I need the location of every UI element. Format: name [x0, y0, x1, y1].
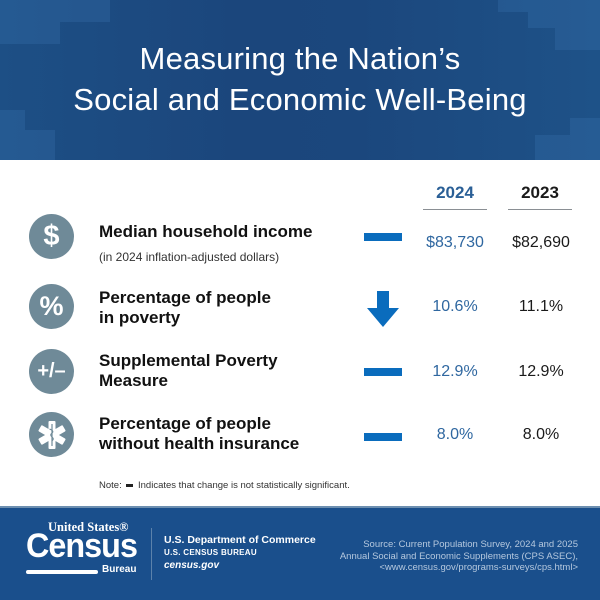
no-change-indicator — [364, 353, 402, 391]
decorative-step — [570, 118, 600, 160]
dept-name: U.S. Department of Commerce — [164, 534, 316, 546]
decorative-step — [25, 130, 55, 160]
logo-census: Census — [26, 527, 138, 565]
logo-bureau: Bureau — [102, 564, 137, 575]
footer-divider — [151, 528, 152, 580]
no-change-indicator — [364, 418, 402, 456]
row-median-income: $ Median household income (in 2024 infla… — [0, 212, 600, 274]
value-2024: $83,730 — [426, 234, 484, 251]
value-2023: 11.1% — [518, 298, 564, 315]
row-poverty: % Percentage of people in poverty 10.6% … — [0, 282, 600, 344]
note-text: Indicates that change is not statistical… — [138, 480, 350, 491]
logo-united-states: United States® — [48, 520, 129, 534]
source-citation: Source: Current Population Survey, 2024 … — [340, 539, 578, 574]
row-label-text: Percentage of people — [99, 288, 271, 307]
decrease-indicator — [364, 290, 402, 328]
row-health-insurance: Percentage of people without health insu… — [0, 410, 600, 472]
row-label: Percentage of people in poverty — [99, 288, 271, 328]
row-label-text: in poverty — [99, 308, 181, 327]
value-2024: 12.9% — [432, 363, 478, 380]
department-info: U.S. Department of Commerce U.S. CENSUS … — [164, 533, 316, 573]
website-link[interactable]: census.gov — [164, 560, 220, 571]
row-label: Percentage of people without health insu… — [99, 414, 299, 454]
decorative-step — [498, 0, 600, 12]
row-supplemental-poverty: +/– Supplemental Poverty Measure 12.9% 1… — [0, 347, 600, 409]
no-change-indicator — [364, 218, 402, 256]
value-2023: $82,690 — [512, 234, 570, 251]
source-line: Annual Social and Economic Supplements (… — [339, 550, 578, 562]
title-line-2: Social and Economic Well-Being — [73, 82, 527, 117]
source-line: Source: Current Population Survey, 2024 … — [363, 539, 578, 550]
column-header-2023: 2023 — [508, 183, 572, 210]
column-header-2024: 2024 — [423, 183, 487, 210]
value-2024: 10.6% — [432, 298, 478, 315]
star-of-life-icon — [37, 420, 66, 449]
value-2024: 8.0% — [436, 426, 474, 443]
row-label-text: Supplemental Poverty — [99, 351, 278, 370]
source-url[interactable]: <www.census.gov/programs-surveys/cps.htm… — [379, 562, 578, 573]
note-prefix: Note: — [99, 480, 122, 491]
plus-minus-icon: +/– — [29, 349, 74, 394]
dash-icon — [364, 433, 402, 441]
row-label-text: Measure — [99, 371, 168, 390]
decorative-step — [0, 110, 25, 160]
row-label: Supplemental Poverty Measure — [99, 351, 278, 391]
dash-icon — [364, 233, 402, 241]
arrow-down-icon — [367, 291, 399, 327]
decorative-step — [528, 12, 600, 28]
header-banner: Measuring the Nation’s Social and Econom… — [0, 0, 600, 160]
dash-icon — [126, 483, 134, 487]
decorative-step — [555, 28, 600, 50]
value-2023: 12.9% — [518, 363, 564, 380]
dash-icon — [364, 368, 402, 376]
census-logo[interactable]: United States® Census Bureau — [24, 520, 146, 580]
row-label-text: without health insurance — [99, 434, 300, 453]
medical-star-icon — [29, 412, 74, 457]
dollar-icon: $ — [29, 214, 74, 259]
title-line-1: Measuring the Nation’s — [139, 41, 461, 76]
decorative-step — [0, 22, 60, 44]
row-label-text: Median household income — [99, 222, 313, 241]
logo-bar — [26, 570, 98, 574]
row-sublabel: (in 2024 inflation-adjusted dollars) — [99, 250, 280, 264]
bureau-name: U.S. CENSUS BUREAU — [164, 548, 257, 557]
footer: United States® Census Bureau U.S. Depart… — [0, 506, 600, 600]
value-2023: 8.0% — [522, 426, 560, 443]
page-title: Measuring the Nation’s Social and Econom… — [0, 38, 600, 120]
row-label: Median household income (in 2024 inflati… — [99, 222, 312, 267]
percent-icon: % — [29, 284, 74, 329]
footnote: Note: Indicates that change is not stati… — [99, 480, 350, 491]
row-label-text: Percentage of people — [99, 414, 271, 433]
decorative-step — [535, 135, 570, 160]
decorative-step — [0, 0, 110, 22]
